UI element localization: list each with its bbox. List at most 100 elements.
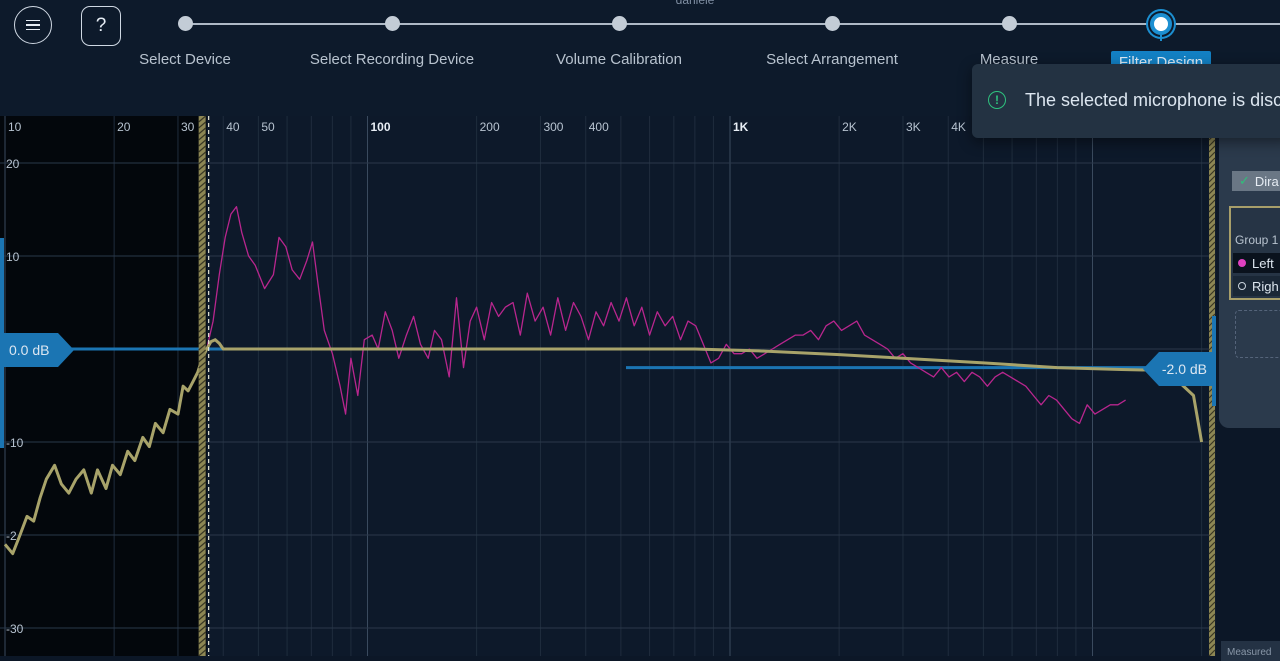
high-cut-hatch bbox=[1208, 469, 1216, 477]
low-cut-handle-bar bbox=[198, 116, 206, 656]
low-cut-hatch bbox=[198, 205, 207, 213]
x-axis-tick-label: 400 bbox=[589, 120, 609, 134]
low-cut-hatch bbox=[198, 613, 207, 621]
high-cut-hatch bbox=[1208, 163, 1216, 171]
high-cut-hatch bbox=[1208, 157, 1216, 165]
high-cut-hatch bbox=[1208, 475, 1216, 483]
channel-label-left: Left bbox=[1252, 255, 1274, 271]
high-cut-hatch bbox=[1208, 265, 1216, 273]
low-cut-hatch bbox=[198, 283, 207, 291]
step-label: Volume Calibration bbox=[556, 51, 682, 68]
add-group-drop-zone[interactable] bbox=[1235, 310, 1280, 358]
low-cut-hatch bbox=[198, 631, 207, 639]
high-cut-hatch bbox=[1208, 649, 1216, 656]
step-label: Select Arrangement bbox=[766, 51, 898, 68]
wizard-step-measure[interactable]: Measure bbox=[909, 0, 1109, 68]
high-cut-hatch bbox=[1208, 247, 1216, 255]
high-cut-hatch bbox=[1208, 277, 1216, 285]
high-cut-hatch bbox=[1208, 139, 1216, 147]
low-cut-hatch bbox=[198, 475, 207, 483]
low-cut-hatch bbox=[198, 553, 207, 561]
low-cut-hatch bbox=[198, 379, 207, 387]
x-axis-tick-label: 1K bbox=[733, 120, 749, 134]
wizard-step-select-device[interactable]: Select Device bbox=[85, 0, 285, 68]
y-axis-tick-label: -2 bbox=[6, 529, 17, 543]
notification-toast[interactable]: ! The selected microphone is disc bbox=[972, 64, 1280, 138]
channel-row-left[interactable]: Left bbox=[1233, 253, 1280, 273]
step-dot-icon bbox=[1001, 16, 1017, 31]
low-cut-hatch bbox=[198, 319, 207, 327]
high-cut-hatch bbox=[1208, 589, 1216, 597]
filled-dot-icon bbox=[1238, 259, 1246, 267]
high-cut-hatch bbox=[1208, 415, 1216, 423]
high-cut-hatch bbox=[1208, 271, 1216, 279]
high-cut-hatch bbox=[1208, 145, 1216, 153]
high-cut-hatch bbox=[1208, 169, 1216, 177]
high-cut-hatch bbox=[1208, 253, 1216, 261]
high-cut-hatch bbox=[1208, 301, 1216, 309]
high-cut-hatch bbox=[1208, 451, 1216, 459]
low-cut-hatch bbox=[198, 277, 207, 285]
low-cut-hatch bbox=[198, 217, 207, 225]
high-cut-hatch bbox=[1208, 505, 1216, 513]
x-axis-tick-label: 4K bbox=[951, 120, 966, 134]
high-cut-hatch bbox=[1208, 427, 1216, 435]
top-navigation-bar: ? daniele Select Device Select Recording … bbox=[0, 0, 1280, 116]
low-cut-hatch bbox=[198, 409, 207, 417]
direct-toggle-button[interactable]: ✓ Dira bbox=[1232, 171, 1280, 191]
frequency-response-chart[interactable]: 10 20 30 40 50 100 200 300 400 1K 2K 3K 4K 20 10 -10 -2 -… bbox=[0, 116, 1216, 656]
low-cut-hatch bbox=[198, 559, 207, 567]
low-cut-hatch bbox=[198, 349, 207, 357]
high-cut-hatch bbox=[1208, 181, 1216, 189]
high-cut-hatch bbox=[1208, 151, 1216, 159]
high-cut-hatch bbox=[1208, 241, 1216, 249]
y-axis-tick-label: -10 bbox=[6, 436, 24, 450]
step-dot-icon bbox=[177, 16, 193, 31]
high-cut-hatch bbox=[1208, 643, 1216, 651]
measured-tab[interactable]: Measured bbox=[1221, 641, 1280, 661]
high-shelf-gain-handle[interactable]: -2.0 dB bbox=[1143, 352, 1216, 386]
high-cut-hatch bbox=[1208, 523, 1216, 531]
menu-button[interactable] bbox=[14, 6, 52, 44]
high-cut-hatch bbox=[1208, 217, 1216, 225]
low-cut-hatch bbox=[198, 601, 207, 609]
low-cut-hatch bbox=[198, 133, 207, 141]
low-cut-hatch bbox=[198, 583, 207, 591]
low-cut-hatch bbox=[198, 607, 207, 615]
low-cut-hatch bbox=[198, 547, 207, 555]
high-cut-hatch bbox=[1208, 517, 1216, 525]
low-shelf-gain-handle[interactable]: 0.0 dB bbox=[0, 333, 74, 367]
low-cut-hatch bbox=[198, 355, 207, 363]
high-cut-hatch bbox=[1208, 259, 1216, 267]
high-cut-hatch bbox=[1208, 295, 1216, 303]
low-cut-hatch bbox=[198, 313, 207, 321]
toast-message: The selected microphone is disc bbox=[1025, 90, 1280, 110]
high-cut-hatch bbox=[1208, 457, 1216, 465]
low-cut-hatch bbox=[198, 187, 207, 195]
low-cut-hatch bbox=[198, 289, 207, 297]
low-cut-hatch bbox=[198, 589, 207, 597]
high-cut-hatch bbox=[1208, 559, 1216, 567]
wizard-step-volume-calibration[interactable]: Volume Calibration bbox=[519, 0, 719, 68]
high-cut-hatch bbox=[1208, 583, 1216, 591]
high-cut-hatch bbox=[1208, 571, 1216, 579]
high-cut-hatch bbox=[1208, 463, 1216, 471]
high-cut-hatch bbox=[1208, 601, 1216, 609]
wizard-step-select-recording-device[interactable]: Select Recording Device bbox=[292, 0, 492, 68]
series-line-right bbox=[3, 338, 1204, 556]
low-cut-hatch bbox=[198, 361, 207, 369]
wizard-step-select-arrangement[interactable]: Select Arrangement bbox=[732, 0, 932, 68]
low-cut-hatch bbox=[198, 505, 207, 513]
low-cut-hatch bbox=[198, 157, 207, 165]
low-cut-hatch bbox=[198, 253, 207, 261]
low-cut-hatch bbox=[198, 337, 207, 345]
step-label: Select Recording Device bbox=[309, 51, 475, 68]
low-cut-hatch bbox=[198, 343, 207, 351]
frequency-response-plot[interactable]: 10 20 30 40 50 100 200 300 400 1K 2K 3K 4K 20 10 -10 -2 -… bbox=[0, 116, 1216, 656]
help-button[interactable]: ? bbox=[81, 6, 121, 46]
high-cut-hatch bbox=[1208, 529, 1216, 537]
y-axis-tick-label: 10 bbox=[6, 250, 20, 264]
high-cut-hatch bbox=[1208, 175, 1216, 183]
channel-row-right[interactable]: Righ bbox=[1233, 276, 1280, 296]
high-cut-hatch bbox=[1208, 229, 1216, 237]
